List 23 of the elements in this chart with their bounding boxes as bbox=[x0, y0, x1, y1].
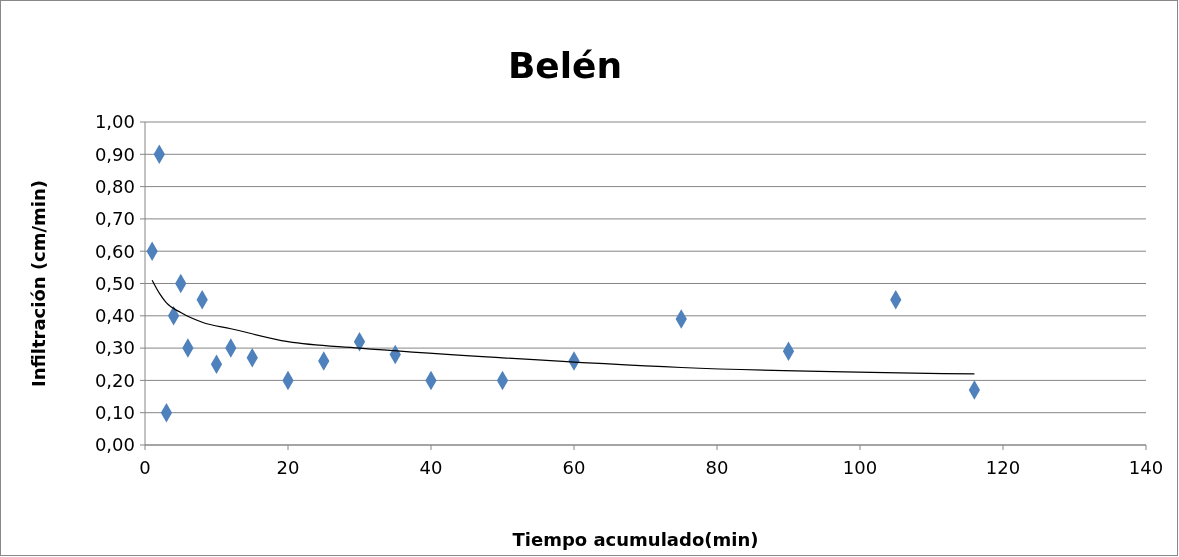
x-tick-label: 20 bbox=[276, 457, 300, 478]
y-tick-label: 0,10 bbox=[94, 402, 135, 423]
y-tick-label: 0,80 bbox=[94, 175, 135, 197]
y-tick-label: 1,00 bbox=[94, 111, 135, 133]
y-axis-title: Infiltración (cm/min) bbox=[28, 179, 49, 388]
chart-title: Belén bbox=[507, 45, 623, 86]
x-tick-label: 140 bbox=[1128, 457, 1164, 478]
y-tick-label: 0,70 bbox=[94, 208, 135, 230]
y-tick-label: 0,90 bbox=[94, 143, 135, 165]
y-tick-label: 0,40 bbox=[94, 305, 135, 327]
x-tick-label: 120 bbox=[985, 457, 1021, 478]
y-tick-label: 0,20 bbox=[94, 369, 135, 391]
x-tick-label: 60 bbox=[562, 457, 586, 478]
y-tick-label: 0,60 bbox=[94, 240, 135, 262]
x-tick-label: 80 bbox=[705, 457, 729, 478]
y-tick-label: 0,50 bbox=[94, 272, 135, 294]
x-tick-label: 0 bbox=[139, 457, 151, 478]
x-tick-label: 100 bbox=[842, 457, 878, 478]
line-series bbox=[151, 279, 975, 375]
x-axis-title: Tiempo acumulado(min) bbox=[512, 529, 759, 550]
x-tick-label: 40 bbox=[419, 457, 443, 478]
y-tick-label: 0,30 bbox=[94, 337, 135, 359]
y-tick-label: 0,00 bbox=[94, 434, 135, 456]
